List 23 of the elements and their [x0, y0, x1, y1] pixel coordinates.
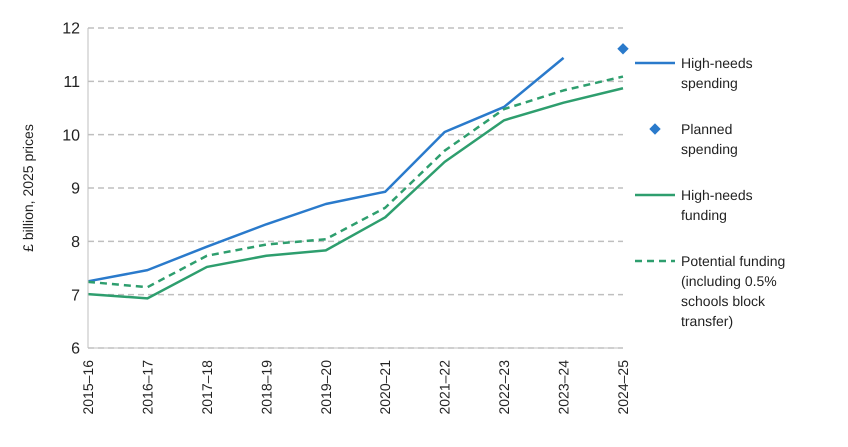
y-tick-label: 9 — [71, 180, 80, 198]
line-series — [86, 56, 565, 283]
x-tick-label: 2020–21 — [377, 360, 394, 415]
legend-label: High-needs funding — [681, 186, 754, 225]
y-tick-label: 11 — [63, 74, 80, 92]
y-tick-label: 8 — [71, 234, 80, 252]
x-tick-label: 2016–17 — [139, 360, 156, 415]
x-tick-label: 2023–24 — [556, 360, 572, 415]
x-tick-label: 2022–23 — [496, 360, 512, 415]
x-tick-label: 2018–19 — [258, 360, 274, 415]
legend-label: Planned spending — [681, 120, 739, 159]
x-tick-label: 2019–20 — [318, 360, 334, 415]
y-tick-label: 10 — [62, 127, 80, 144]
x-tick-label: 2024–25 — [615, 360, 631, 415]
legend-label: Potential funding (including 0.5% schools block transfer) — [681, 252, 786, 331]
x-tick-label: 2017–18 — [198, 360, 215, 415]
y-tick-label: 6 — [71, 340, 80, 358]
y-axis-title: £ billion, 2025 prices — [20, 124, 36, 252]
y-tick-label: 7 — [71, 287, 80, 304]
x-tick-label: 2021–22 — [436, 360, 453, 415]
y-tick-label: 12 — [62, 20, 80, 38]
legend-label: High-needs spending — [681, 54, 754, 93]
x-tick-label: 2015–16 — [80, 360, 96, 415]
